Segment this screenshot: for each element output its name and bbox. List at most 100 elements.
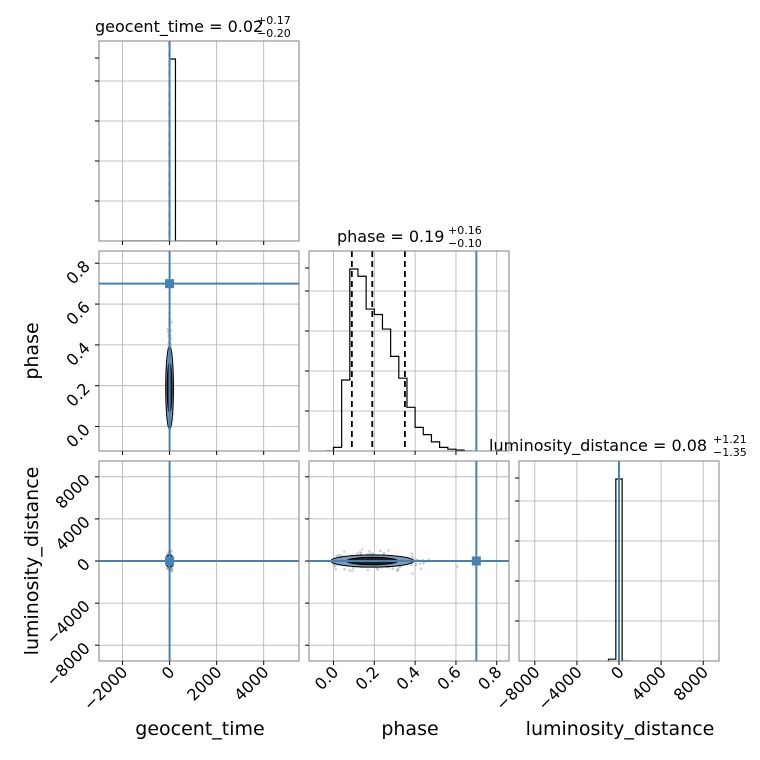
sample-point <box>414 564 418 567</box>
sample-point <box>166 567 170 570</box>
x-tick-label-luminosity-distance: −4000 <box>534 662 586 714</box>
y-tick-label-phase: 0.4 <box>62 338 93 369</box>
ylabel-phase: phase <box>21 322 43 379</box>
sample-point <box>456 565 459 568</box>
sample-point <box>343 568 346 571</box>
sample-point <box>366 568 370 572</box>
sample-point <box>410 563 413 567</box>
sample-point <box>419 567 423 570</box>
title-geocent-time-label: geocent_time = 0.02 <box>95 17 263 37</box>
y-tick-label-luminosity-distance: 8000 <box>52 470 94 512</box>
histogram-phase <box>325 268 473 451</box>
sample-point <box>343 550 346 553</box>
sample-point <box>360 548 364 551</box>
panel-content <box>99 461 299 661</box>
y-tick-label-phase: 0.6 <box>62 297 93 328</box>
sample-point <box>339 554 342 557</box>
truth-marker <box>165 279 175 289</box>
sample-point <box>348 569 351 572</box>
sample-point <box>368 550 371 553</box>
sample-point <box>359 551 363 555</box>
panel-frame <box>98 40 300 242</box>
panel-geocent-time-geocent-time <box>95 40 300 245</box>
sample-point <box>382 552 386 555</box>
sample-point <box>170 320 173 324</box>
sample-point <box>410 552 414 555</box>
xlabel-luminosity-distance: luminosity_distance <box>526 718 715 740</box>
sample-point <box>170 567 174 571</box>
x-tick-label-geocent-time: −2000 <box>80 662 132 714</box>
sample-point <box>371 552 374 555</box>
sample-point <box>391 567 395 570</box>
sample-point <box>170 569 173 573</box>
sample-point <box>334 568 338 571</box>
panel-frame <box>98 250 300 452</box>
xlabel-phase: phase <box>381 718 438 740</box>
panel-content <box>122 41 217 241</box>
sample-point <box>170 569 173 572</box>
y-tick-label-luminosity-distance: 0 <box>73 554 94 575</box>
x-tick-label-phase: 0.2 <box>352 662 383 693</box>
sample-point <box>396 568 400 572</box>
sample-point <box>398 565 401 569</box>
sample-point <box>170 568 174 572</box>
truth-marker <box>471 556 481 566</box>
sample-point <box>170 549 173 553</box>
title-luminosity-distance-minus: −1.35 <box>713 446 747 459</box>
sample-point <box>414 562 418 565</box>
title-phase-minus: −0.10 <box>448 237 482 250</box>
panel-luminosity-distance-luminosity-distance: −8000−4000 0 4000 8000 <box>492 460 720 714</box>
x-tick-label-phase: 0.6 <box>433 662 464 693</box>
panel-content <box>309 461 509 661</box>
sample-point <box>352 566 355 570</box>
sample-point <box>396 567 399 571</box>
xlabel-geocent-time: geocent_time <box>135 718 264 740</box>
sample-point <box>333 564 336 568</box>
panel-frame <box>308 250 510 452</box>
sample-point <box>358 551 362 554</box>
title-luminosity-distance: luminosity_distance = 0.08 +1.21 −1.35 <box>489 433 747 459</box>
sample-point <box>379 549 382 553</box>
x-tick-label-geocent-time: 4000 <box>230 662 272 704</box>
sample-point <box>411 572 414 575</box>
title-phase: phase = 0.19 +0.16 −0.10 <box>337 224 482 250</box>
panel-content <box>325 251 478 451</box>
sample-point <box>165 567 169 571</box>
y-tick-label-luminosity-distance: −4000 <box>42 596 94 648</box>
sample-point <box>336 554 340 557</box>
title-phase-label: phase = 0.19 <box>337 227 444 246</box>
y-tick-label-phase: 0.8 <box>62 257 93 288</box>
x-tick-label-geocent-time: 2000 <box>183 662 225 704</box>
y-tick-label-phase: 0.2 <box>62 379 93 410</box>
sample-point <box>335 554 339 558</box>
title-geocent-time-minus: −0.20 <box>257 27 291 40</box>
x-tick-label-luminosity-distance: 4000 <box>628 662 670 704</box>
sample-point <box>387 549 390 552</box>
x-tick-label-phase: 0.0 <box>311 662 342 693</box>
sample-point <box>410 555 414 558</box>
sample-point <box>355 552 359 555</box>
histogram-luminosity-distance <box>607 478 630 661</box>
sample-point <box>334 564 337 568</box>
title-luminosity-distance-plus: +1.21 <box>713 433 747 446</box>
truth-marker <box>165 556 175 566</box>
x-tick-label-geocent-time: 0 <box>158 662 179 683</box>
y-tick-label-luminosity-distance: −8000 <box>42 639 94 691</box>
panel-phase-phase <box>305 250 510 455</box>
sample-point <box>351 569 354 573</box>
ylabel-luminosity-distance: luminosity_distance <box>21 467 43 656</box>
y-tick-label-luminosity-distance: 4000 <box>52 512 94 554</box>
panel-geocent-time-phase: 0.0 0.2 0.4 0.6 0.8 <box>62 250 300 455</box>
title-geocent-time: geocent_time = 0.02 +0.17 −0.20 <box>95 14 291 40</box>
sample-point <box>396 569 399 573</box>
panel-content <box>99 251 299 451</box>
x-tick-label-luminosity-distance: 8000 <box>670 662 712 704</box>
sample-point <box>418 562 422 566</box>
title-phase-plus: +0.16 <box>448 224 482 237</box>
y-tick-label-phase: 0.0 <box>62 420 93 451</box>
sample-point <box>421 561 425 565</box>
x-tick-label-luminosity-distance: 0 <box>607 662 628 683</box>
x-tick-label-phase: 0.4 <box>393 662 424 693</box>
